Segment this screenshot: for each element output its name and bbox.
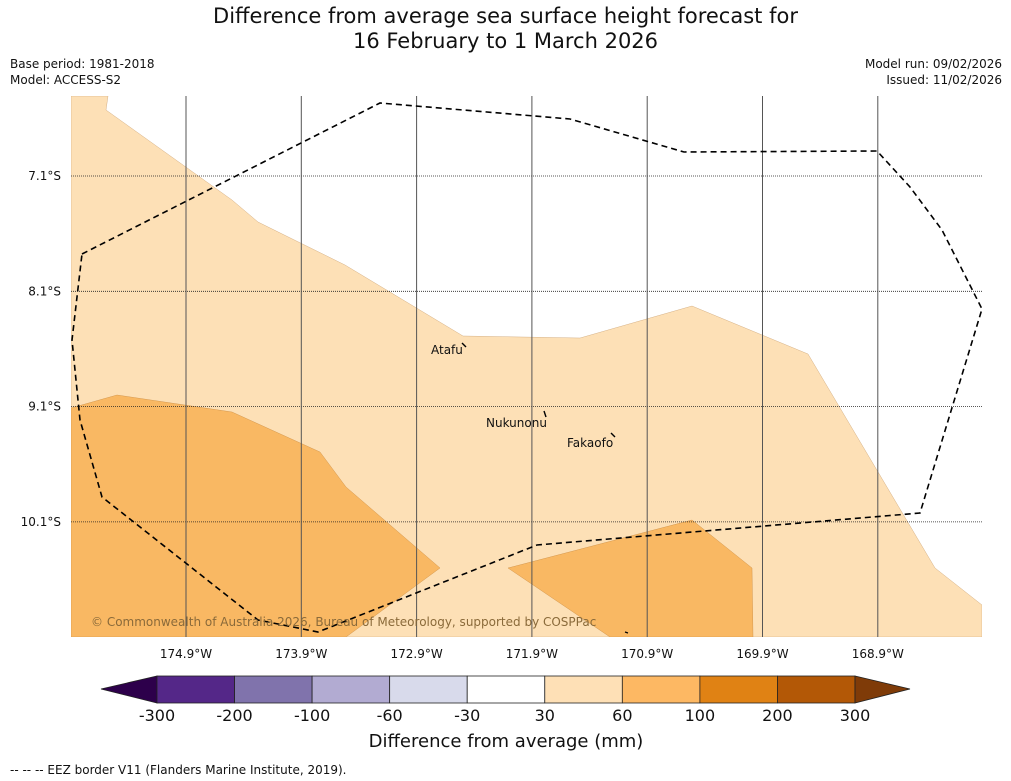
copyright-notice: © Commonwealth of Australia 2026, Bureau… — [91, 615, 596, 629]
longitude-label: 168.9°W — [852, 647, 904, 661]
longitude-label: 171.9°W — [506, 647, 558, 661]
colorbar-bin — [234, 675, 313, 704]
colorbar-tick-label: 100 — [685, 706, 716, 725]
atafu-atoll-icon — [461, 342, 467, 348]
map-area: Atafu Nukunonu Fakaofo © Commonwealth of… — [71, 96, 982, 637]
place-label-fakaofo: Fakaofo — [567, 436, 613, 450]
southern-islet-icon — [624, 631, 629, 634]
fakaofo-atoll-icon — [610, 432, 616, 438]
colorbar-bin — [621, 675, 701, 704]
model-run: Model run: 09/02/2026 — [864, 57, 1002, 71]
title-line-2: 16 February to 1 March 2026 — [352, 29, 659, 53]
colorbar-bin — [544, 675, 623, 704]
longitude-label: 169.9°W — [736, 647, 788, 661]
colorbar-high-extension — [854, 675, 911, 704]
eez-legend-note: -- -- -- EEZ border V11 (Flanders Marine… — [10, 763, 347, 777]
base-period: Base period: 1981-2018 — [10, 57, 155, 71]
colorbar: -300 -200 -100 -60 -30 30 60 100 200 300 Differen… — [100, 675, 911, 752]
longitude-label: 174.9°W — [160, 647, 212, 661]
longitude-label: 170.9°W — [621, 647, 673, 661]
issued-date: Issued: 11/02/2026 — [886, 73, 1002, 87]
colorbar-bin — [699, 675, 778, 704]
colorbar-tick-label: -100 — [294, 706, 330, 725]
colorbar-bin — [156, 675, 235, 704]
longitude-labels: 174.9°W 173.9°W 172.9°W 171.9°W 170.9°W 169.9… — [160, 647, 904, 661]
colorbar-bin — [311, 675, 391, 704]
meta-right: Model run: 09/02/2026 Issued: 11/02/2026 — [865, 56, 1002, 88]
nukunonu-atoll-icon — [543, 410, 547, 418]
colorbar-bin — [777, 675, 856, 704]
anomaly-region-60-100-west — [71, 394, 441, 637]
colorbar-tick-label: 30 — [535, 706, 555, 725]
colorbar-low-extension — [100, 675, 158, 704]
latitude-label: 8.1°S — [28, 284, 61, 298]
place-label-atafu: Atafu — [431, 343, 463, 357]
title-line-1: Difference from average sea surface heig… — [213, 4, 798, 28]
colorbar-bin — [466, 675, 546, 704]
longitude-gridlines — [185, 96, 879, 637]
latitude-label: 10.1°S — [21, 515, 61, 529]
longitude-label: 173.9°W — [275, 647, 327, 661]
colorbar-tick-label: 300 — [840, 706, 871, 725]
model-name: Model: ACCESS-S2 — [10, 73, 122, 87]
latitude-labels: 7.1°S 8.1°S 9.1°S 10.1°S — [21, 169, 61, 529]
colorbar-tick-label: 200 — [762, 706, 793, 725]
map-title: Difference from average sea surface heig… — [0, 4, 1011, 54]
eez-border — [71, 102, 982, 633]
place-label-nukunonu: Nukunonu — [486, 416, 547, 430]
meta-left: Base period: 1981-2018 Model: ACCESS-S2 — [10, 56, 155, 88]
colorbar-title: Difference from average (mm) — [369, 731, 644, 752]
anomaly-region-60-100-southeast — [507, 519, 754, 637]
colorbar-tick-label: -300 — [139, 706, 175, 725]
colorbar-tick-label: -30 — [454, 706, 480, 725]
colorbar-tick-label: -60 — [377, 706, 403, 725]
latitude-label: 9.1°S — [28, 400, 61, 414]
colorbar-tick-label: -200 — [216, 706, 252, 725]
colorbar-bin — [389, 675, 468, 704]
latitude-label: 7.1°S — [28, 169, 61, 183]
colorbar-tick-label: 60 — [612, 706, 632, 725]
longitude-label: 172.9°W — [390, 647, 442, 661]
